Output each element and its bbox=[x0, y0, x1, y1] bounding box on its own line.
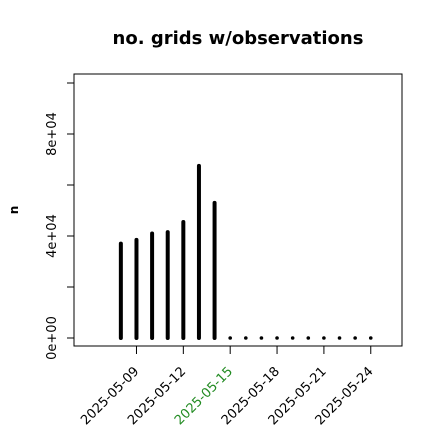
bar-2025-05-19 bbox=[290, 336, 295, 340]
y-tick-label: 0e+00 bbox=[45, 316, 60, 360]
bar-2025-05-22 bbox=[337, 336, 342, 340]
y-tick-label: 4e+04 bbox=[45, 214, 60, 258]
bar-2025-05-21 bbox=[322, 336, 326, 340]
bar-2025-05-16 bbox=[244, 336, 248, 340]
x-axis: 2025-05-092025-05-122025-05-152025-05-18… bbox=[78, 345, 377, 428]
bar-2025-05-15 bbox=[228, 336, 232, 340]
bar-2025-05-24 bbox=[368, 336, 373, 340]
y-axis-label: n bbox=[7, 206, 21, 215]
bar-2025-05-23 bbox=[353, 336, 357, 340]
bar-series bbox=[118, 163, 373, 340]
chart-title: no. grids w/observations bbox=[113, 28, 364, 49]
plot-frame bbox=[73, 73, 403, 347]
bar-2025-05-17 bbox=[259, 336, 264, 340]
bar-2025-05-18 bbox=[275, 336, 279, 340]
y-tick-label: 8e+04 bbox=[45, 112, 60, 156]
bar-2025-05-20 bbox=[306, 336, 311, 340]
y-axis: 0e+00 4e+04 8e+04 bbox=[45, 82, 75, 360]
